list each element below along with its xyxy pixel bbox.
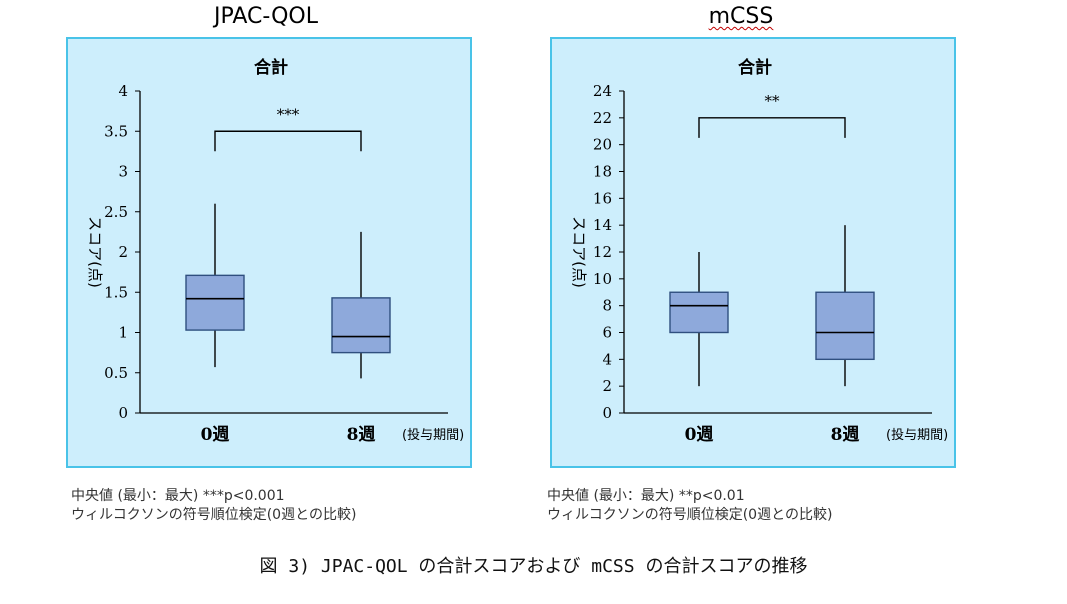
significance-label: **: [765, 92, 781, 110]
y-axis-label: スコア(点): [570, 216, 588, 288]
y-tick-label: 0: [118, 404, 128, 422]
chart-subtitle: 合計: [738, 57, 772, 78]
y-tick-label: 12: [593, 243, 612, 261]
y-tick-label: 24: [593, 82, 612, 100]
chart-title-jpac-qol: JPAC-QOL: [213, 4, 318, 29]
significance-label: ***: [277, 105, 300, 123]
box-iqr: [669, 291, 729, 334]
y-tick-label: 1.5: [104, 283, 128, 301]
chart-note-jpac-qol: 中央値 (最小：最大) ***p<0.001 ウィルコクソンの符号順位検定(0週…: [71, 487, 356, 525]
y-tick-label: 4: [602, 350, 612, 368]
x-category-label: 8週: [347, 425, 376, 445]
note-median-pvalue: 中央値 (最小：最大) **p<0.01: [547, 488, 745, 504]
note-test-method: ウィルコクソンの符号順位検定(0週との比較): [547, 507, 833, 523]
x-category-label: 0週: [201, 425, 230, 445]
y-tick-label: 1: [118, 324, 128, 342]
y-tick-label: 18: [593, 163, 612, 181]
box-iqr: [815, 291, 875, 361]
y-tick-label: 2: [118, 243, 128, 261]
figure-caption: 図 3) JPAC-QOL の合計スコアおよび mCSS の合計スコアの推移: [259, 556, 808, 577]
box-iqr: [331, 297, 391, 354]
x-category-label: 0週: [685, 425, 714, 445]
x-axis-label: (投与期間): [886, 427, 948, 443]
box-iqr: [185, 274, 245, 331]
chart-panel-jpac-qol: 合計 0 0.5 1 1.5 2 2.5 3 3.5 4 スコア(点) 0週 8週 (投与期間) ***: [66, 37, 472, 468]
y-tick-label: 20: [593, 136, 612, 154]
chart-subtitle: 合計: [254, 57, 288, 78]
note-test-method: ウィルコクソンの符号順位検定(0週との比較): [71, 507, 357, 523]
y-tick-label: 6: [602, 324, 612, 342]
y-tick-label: 0.5: [104, 364, 128, 382]
y-axis-label: スコア(点): [86, 216, 104, 288]
y-tick-label: 2.5: [104, 203, 128, 221]
y-tick-label: 3: [118, 163, 128, 181]
significance-bracket: [214, 130, 362, 152]
significance-bracket: [698, 117, 846, 138]
y-tick-label: 10: [593, 270, 612, 288]
y-tick-label: 14: [593, 216, 612, 234]
note-median-pvalue: 中央値 (最小：最大) ***p<0.001: [71, 488, 285, 504]
y-tick-label: 8: [602, 297, 612, 315]
chart-title-mcss: mCSS: [708, 4, 774, 29]
y-tick-label: 16: [593, 189, 612, 207]
chart-note-mcss: 中央値 (最小：最大) **p<0.01 ウィルコクソンの符号順位検定(0週との…: [547, 487, 832, 525]
chart-panel-mcss: 合計 0 2 4 6 8 10 12 14 16 18 20 22 24 スコア(点) 0週 8週 (投与期間) *…: [550, 37, 956, 468]
y-tick-label: 3.5: [104, 122, 128, 140]
y-tick-label: 4: [118, 82, 128, 100]
box-plot-jpac-qol: 合計 0 0.5 1 1.5 2 2.5 3 3.5 4 スコア(点) 0週 8週 (投与期間) ***: [86, 57, 464, 445]
y-tick-label: 22: [593, 109, 612, 127]
y-tick-label: 2: [602, 377, 612, 395]
x-axis-label: (投与期間): [402, 427, 464, 443]
x-category-label: 8週: [831, 425, 860, 445]
y-tick-label: 0: [602, 404, 612, 422]
